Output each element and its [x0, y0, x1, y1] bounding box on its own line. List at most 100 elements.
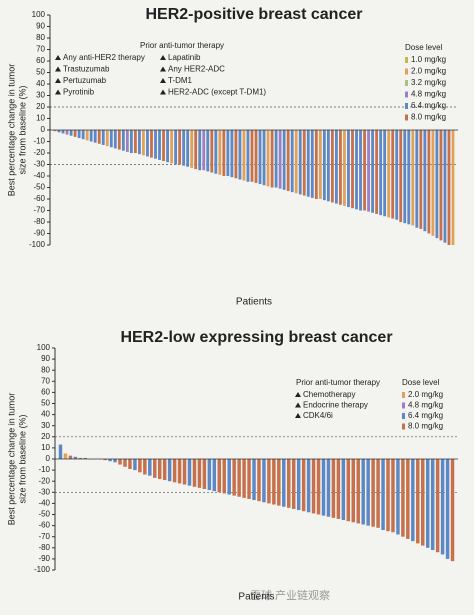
bar: [407, 130, 411, 225]
legend-swatch: [405, 103, 408, 109]
bar: [210, 130, 214, 173]
bar: [134, 130, 137, 153]
bar: [347, 130, 350, 208]
y-tick-label: -80: [38, 543, 50, 552]
bar: [63, 453, 68, 459]
y-tick-label: -10: [33, 137, 45, 146]
bar: [198, 130, 202, 171]
bar: [371, 459, 375, 527]
bar: [238, 130, 242, 180]
bar: [162, 130, 165, 162]
bar: [190, 130, 194, 168]
bar: [103, 459, 107, 461]
bar: [121, 130, 125, 151]
bar: [322, 130, 326, 201]
bar: [331, 459, 336, 518]
bar: [218, 130, 222, 175]
bar: [57, 130, 61, 133]
bar: [375, 130, 379, 214]
bar: [294, 130, 298, 194]
y-tick-label: 0: [41, 125, 46, 134]
bar: [53, 130, 57, 132]
legend-label: 6.4 mg/kg: [408, 411, 443, 420]
bar: [443, 130, 447, 243]
bar: [61, 130, 65, 134]
bar: [73, 130, 77, 137]
bar: [78, 457, 83, 459]
legend-label: 6.4 mg/kg: [411, 101, 446, 110]
bar: [217, 459, 222, 493]
legend-swatch: [405, 68, 408, 75]
bar: [314, 130, 318, 199]
legend-label: Any HER2-ADC: [168, 65, 225, 74]
bar: [89, 130, 93, 142]
bar: [363, 130, 366, 211]
legend-marker: [295, 402, 301, 408]
bar: [166, 130, 169, 163]
y-tick-label: 60: [41, 388, 50, 397]
y-tick-label: -100: [34, 565, 51, 574]
bar: [128, 459, 132, 469]
bar: [415, 130, 419, 228]
bar: [431, 130, 435, 236]
y-tick-label: -90: [33, 229, 45, 238]
bar: [435, 130, 439, 239]
bar: [421, 459, 425, 546]
bar: [68, 455, 73, 459]
bar: [138, 459, 142, 473]
legend-label: Pertuzumab: [63, 76, 107, 85]
bar: [254, 130, 258, 183]
legend-swatch: [405, 57, 408, 63]
bar: [445, 459, 450, 559]
legend-title: Dose level: [405, 43, 443, 52]
bar: [272, 459, 276, 505]
legend-marker: [160, 55, 166, 60]
y-axis-label: size from baseline (%): [17, 414, 27, 503]
bar: [212, 459, 217, 492]
legend-label: 4.8 mg/kg: [411, 90, 446, 99]
bar: [318, 130, 322, 199]
legend-swatch: [405, 114, 408, 121]
bar: [301, 459, 306, 512]
y-tick-label: -80: [33, 217, 45, 226]
bar: [343, 130, 346, 206]
bar: [286, 130, 290, 191]
bar: [266, 130, 270, 187]
bar: [246, 130, 250, 182]
bar: [77, 130, 81, 139]
bar: [321, 459, 326, 516]
bar: [192, 459, 197, 487]
bar: [346, 459, 351, 522]
y-tick-label: 70: [41, 376, 50, 385]
bar: [93, 130, 97, 143]
bar: [170, 130, 173, 164]
bar: [194, 130, 198, 170]
bar: [411, 459, 415, 542]
bar: [356, 459, 360, 524]
bar: [177, 459, 182, 484]
bar: [182, 459, 187, 485]
bar: [118, 459, 122, 465]
legend-label: CDK4/6i: [303, 411, 333, 420]
bar: [351, 459, 356, 523]
y-tick-label: -50: [33, 183, 45, 192]
legend-label: Pyrotinib: [63, 88, 95, 97]
y-tick-label: -60: [33, 194, 45, 203]
bar: [182, 130, 186, 166]
bar: [396, 459, 400, 535]
y-tick-label: 40: [41, 410, 50, 419]
bar: [178, 130, 182, 165]
bar: [202, 459, 207, 489]
y-tick-label: 70: [36, 45, 45, 54]
bar: [298, 130, 302, 195]
legend-marker: [55, 66, 61, 72]
bar: [339, 130, 342, 205]
legend-marker: [160, 66, 166, 72]
bar: [123, 459, 127, 467]
legend-swatch: [402, 413, 405, 419]
bar: [267, 459, 271, 504]
bar: [227, 459, 231, 495]
bar: [282, 459, 286, 507]
legend-label: 2.0 mg/kg: [408, 390, 443, 399]
bar: [326, 459, 331, 517]
